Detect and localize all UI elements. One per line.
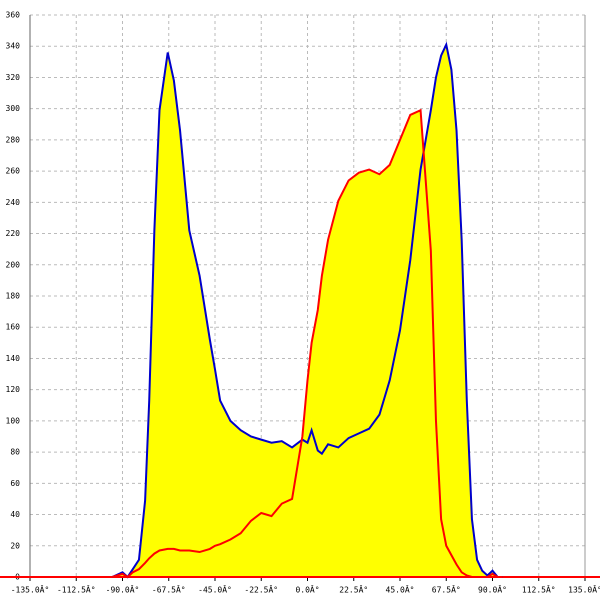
y-tick-label: 220 (6, 229, 21, 238)
y-tick-label: 160 (6, 323, 21, 332)
x-tick-label: -90.0Â° (106, 584, 140, 595)
x-tick-label: -135.0Â° (11, 584, 50, 595)
x-tick-label: -112.5Â° (57, 584, 96, 595)
y-tick-label: 280 (6, 135, 21, 144)
area-fill (112, 110, 503, 577)
y-tick-label: 120 (6, 385, 21, 394)
y-tick-label: 100 (6, 416, 21, 425)
y-tick-label: 20 (10, 541, 20, 550)
y-tick-label: 340 (6, 42, 21, 51)
y-tick-label: 240 (6, 198, 21, 207)
y-tick-label: 360 (6, 11, 21, 20)
x-tick-label: 112.5Â° (522, 584, 556, 595)
x-tick-label: 135.0Â° (568, 584, 600, 595)
y-tick-label: 200 (6, 260, 21, 269)
series-line (111, 108, 503, 579)
y-tick-label: 300 (6, 104, 21, 113)
y-tick-label: 40 (10, 510, 20, 519)
series-line (111, 41, 503, 579)
x-tick-label: 90.0Â° (478, 584, 507, 595)
y-tick-label: 80 (10, 448, 20, 457)
y-tick-label: 60 (10, 479, 20, 488)
y-tick-label: 320 (6, 73, 21, 82)
x-tick-label: 67.5Â° (432, 584, 461, 595)
x-tick-label: 45.0Â° (386, 584, 415, 595)
x-tick-label: -45.0Â° (198, 584, 232, 595)
x-tick-label: 0.0Â° (295, 584, 319, 595)
y-tick-label: 260 (6, 167, 21, 176)
x-tick-label: -67.5Â° (152, 584, 186, 595)
x-tick-label: 22.5Â° (339, 584, 368, 595)
x-tick-label: -22.5Â° (244, 584, 278, 595)
y-tick-label: 140 (6, 354, 21, 363)
y-tick-label: 180 (6, 292, 21, 301)
